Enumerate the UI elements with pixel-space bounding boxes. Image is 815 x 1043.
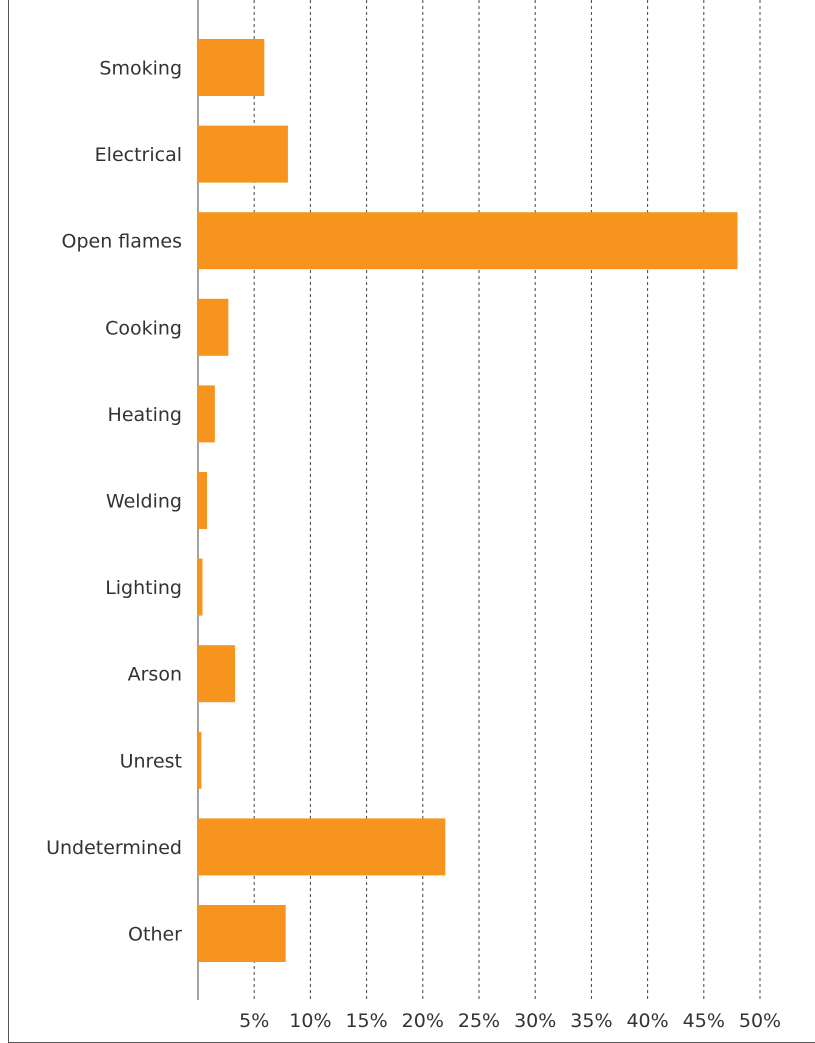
x-tick-label: 15%: [345, 1010, 387, 1032]
category-label: Smoking: [99, 58, 182, 80]
bar: [198, 645, 236, 703]
bar: [198, 298, 229, 356]
category-label: Open flames: [62, 231, 183, 253]
bar: [198, 731, 202, 789]
bar: [198, 558, 203, 616]
category-label: Unrest: [120, 750, 182, 772]
x-tick-label: 50%: [739, 1010, 781, 1032]
category-label: Arson: [128, 664, 182, 686]
x-tick-label: 10%: [289, 1010, 331, 1032]
x-tick-label: 30%: [514, 1010, 556, 1032]
x-tick-label: 20%: [402, 1010, 444, 1032]
bar-layer: [198, 39, 738, 962]
category-labels: Smoking Electrical Open flames Cooking Heati…: [46, 58, 182, 946]
category-label: Cooking: [105, 317, 182, 339]
category-label: Undetermined: [46, 837, 182, 859]
x-tick-label: 35%: [570, 1010, 612, 1032]
x-tick-label: 40%: [626, 1010, 668, 1032]
category-label: Other: [128, 924, 182, 946]
x-tick-label: 25%: [458, 1010, 500, 1032]
category-label: Welding: [106, 491, 182, 513]
category-label: Heating: [108, 404, 182, 426]
category-label: Electrical: [95, 144, 182, 166]
x-tick-labels: 5% 10% 15% 20% 25% 30% 35% 40% 45% 50%: [239, 1010, 781, 1032]
x-tick-label: 45%: [683, 1010, 725, 1032]
bar: [198, 212, 738, 270]
bar: [198, 905, 286, 962]
bar: [198, 818, 446, 876]
bar: [198, 125, 288, 183]
category-label: Lighting: [105, 577, 182, 599]
bar: [198, 39, 265, 96]
bar: [198, 472, 207, 529]
x-tick-label: 5%: [239, 1010, 269, 1032]
bar: [198, 385, 215, 443]
